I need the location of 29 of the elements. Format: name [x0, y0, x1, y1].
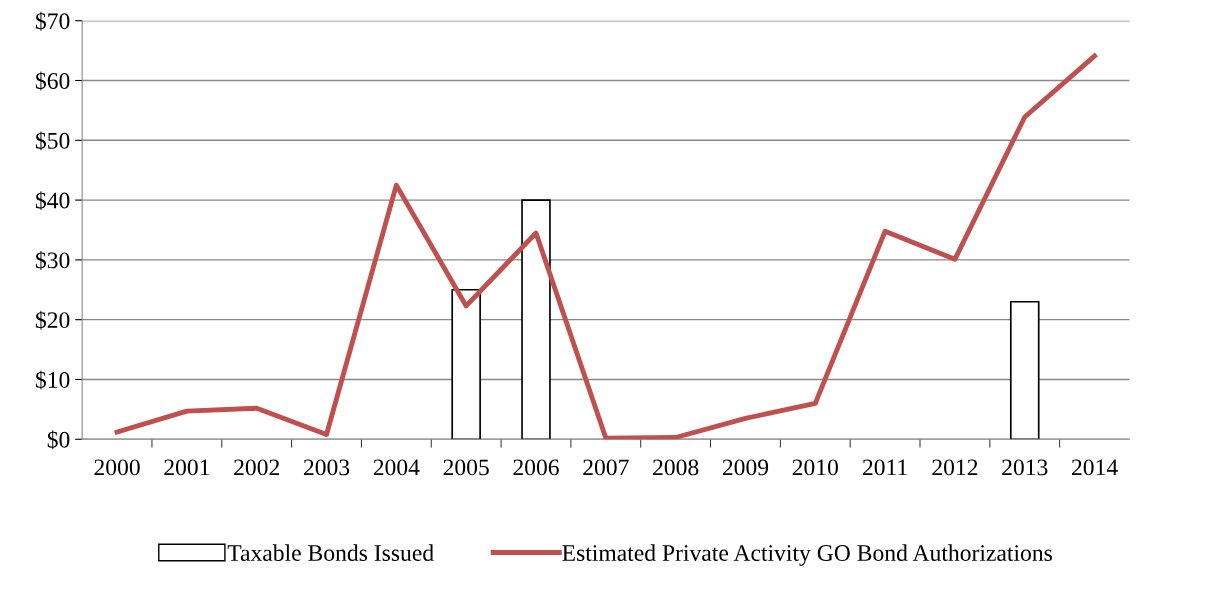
line-series — [114, 53, 1097, 440]
x-tick-label: 2010 — [792, 459, 838, 476]
bar — [521, 199, 551, 440]
x-tick-label: 2008 — [653, 459, 699, 476]
x-tick-label: 2005 — [443, 459, 489, 476]
x-tick-label: 2003 — [303, 459, 350, 476]
x-tick-label: 2009 — [722, 459, 769, 476]
legend-label: Taxable Bonds Issued — [227, 544, 434, 561]
y-tick-label: $70 — [35, 11, 70, 31]
x-tick-label: 2004 — [373, 459, 420, 476]
y-tick-label: $50 — [35, 131, 70, 151]
x-tick-label: 2011 — [862, 459, 907, 476]
x-tick-label: 2001 — [164, 459, 210, 476]
y-tick-label: $20 — [35, 310, 70, 330]
y-tick-label: $10 — [35, 370, 70, 390]
x-tick-label: 2007 — [583, 459, 629, 476]
y-tick-label: $30 — [35, 250, 70, 270]
x-tick-label: 2013 — [1002, 459, 1048, 476]
x-tick-label: 2014 — [1071, 459, 1118, 476]
bar — [1009, 300, 1040, 440]
x-tick-label: 2000 — [94, 459, 140, 476]
y-tick-label: $60 — [35, 71, 70, 91]
y-tick-label: $40 — [35, 191, 70, 211]
legend-label: Estimated Private Activity GO Bond Authorizations — [562, 544, 1052, 566]
bar — [451, 288, 481, 440]
x-tick-label: 2006 — [513, 459, 559, 476]
x-tick-label: 2002 — [234, 459, 280, 476]
y-tick-label: $0 — [47, 430, 70, 450]
x-tick-label: 2012 — [932, 459, 978, 476]
